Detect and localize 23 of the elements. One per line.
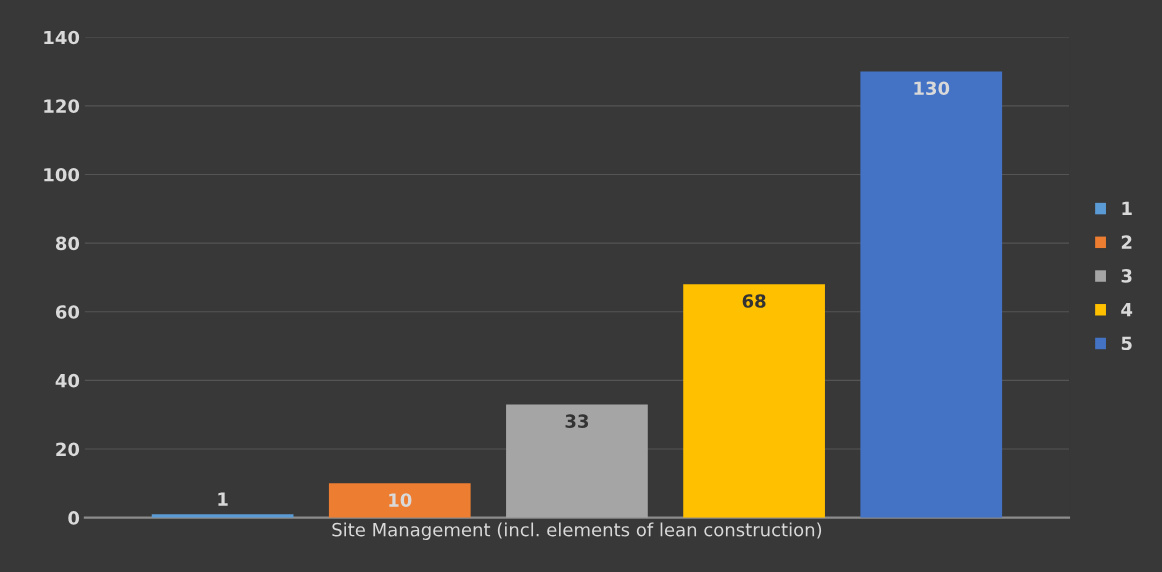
data-label: 130: [914, 81, 950, 96]
legend-label: 1: [1122, 201, 1132, 215]
y-tick-label: 100: [44, 167, 80, 182]
data-label: 33: [565, 414, 589, 428]
y-tick-label: 140: [44, 30, 80, 45]
data-label: 1: [218, 492, 228, 506]
y-tick-label: 0: [68, 511, 80, 525]
legend-label: 2: [1121, 235, 1132, 249]
legend-label: 3: [1121, 269, 1132, 283]
legend-label: 5: [1121, 336, 1132, 351]
y-tick-label: 60: [55, 305, 80, 319]
y-tick-label: 120: [44, 99, 80, 113]
y-tick-label: 80: [55, 236, 80, 251]
y-tick-label: 40: [55, 373, 80, 388]
bar: [506, 404, 648, 518]
x-tick-label: Site Management (incl. elements of lean construction): [332, 522, 822, 540]
legend-label: 4: [1121, 302, 1133, 317]
bar: [860, 71, 1003, 518]
data-label: 68: [742, 294, 766, 308]
data-label: 10: [389, 493, 412, 507]
bar: [328, 483, 471, 518]
y-tick-label: 20: [56, 442, 80, 457]
bar: [683, 284, 825, 518]
